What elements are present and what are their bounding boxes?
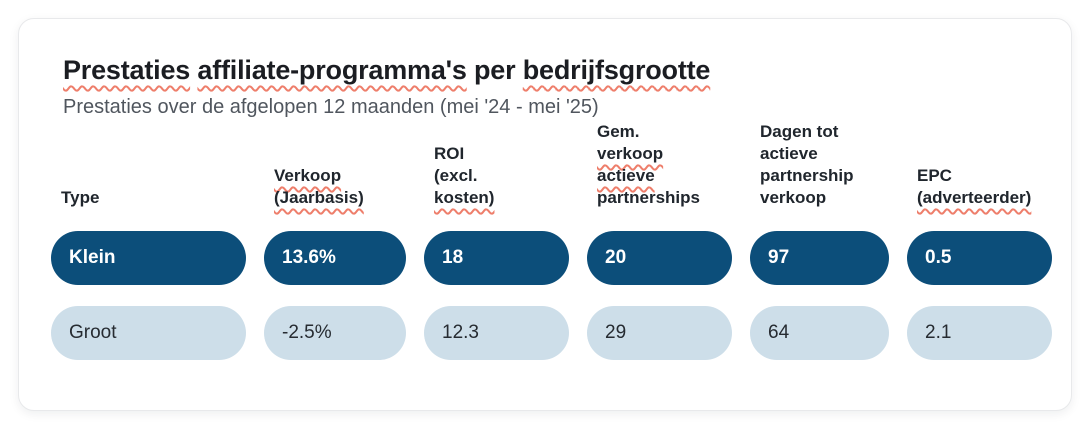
header-line: actieve <box>760 144 818 163</box>
header-line: kosten) <box>434 188 495 207</box>
title-word: per <box>474 55 516 85</box>
header-line: (adverteerder) <box>917 188 1032 207</box>
cell-pill-verkoop: 13.6% <box>264 231 406 285</box>
cell-pill-dagen: 64 <box>750 306 889 360</box>
header-line: partnerships <box>597 188 700 207</box>
header-line: actieve <box>597 166 655 185</box>
column-header-verkoop-jaarbasis: Verkoop (Jaarbasis) <box>264 165 406 213</box>
header-line: verkoop <box>597 144 664 163</box>
table-row-groot: Groot -2.5% 12.3 29 64 2.1 <box>51 306 1052 360</box>
header-line: Type <box>61 188 100 207</box>
page-title: Prestaties affiliate-programma's per bed… <box>63 55 710 86</box>
header-line: verkoop <box>760 188 827 207</box>
title-word: affiliate-programma's <box>197 55 467 85</box>
column-header-gem-verkoop-actieve-partnerships: Gem. verkoop actieve partnerships <box>587 121 732 213</box>
column-header-epc-adverteerder: EPC (adverteerder) <box>907 165 1052 213</box>
header-line: EPC <box>917 166 952 185</box>
cell-pill-type: Groot <box>51 306 246 360</box>
column-header-type: Type <box>51 187 246 213</box>
header-line: (Jaarbasis) <box>274 188 364 207</box>
affiliate-performance-card: Prestaties affiliate-programma's per bed… <box>18 18 1072 411</box>
header-line: Verkoop <box>274 166 342 185</box>
column-header-dagen-tot-actieve-partnership-verkoop: Dagen tot actieve partnership verkoop <box>750 121 889 213</box>
table-row-klein: Klein 13.6% 18 20 97 0.5 <box>51 231 1052 285</box>
header-line: Gem. <box>597 122 640 141</box>
cell-pill-gem-verkoop: 29 <box>587 306 732 360</box>
cell-pill-verkoop: -2.5% <box>264 306 406 360</box>
cell-pill-gem-verkoop: 20 <box>587 231 732 285</box>
cell-pill-type: Klein <box>51 231 246 285</box>
column-header-roi-excl-kosten: ROI (excl. kosten) <box>424 143 569 213</box>
cell-pill-roi: 12.3 <box>424 306 569 360</box>
cell-pill-roi: 18 <box>424 231 569 285</box>
header-line: partnership <box>760 166 854 185</box>
title-word: bedrijfsgrootte <box>522 55 711 85</box>
cell-pill-dagen: 97 <box>750 231 889 285</box>
header-line: Dagen tot <box>760 122 839 141</box>
cell-pill-epc: 0.5 <box>907 231 1052 285</box>
header-line: ROI <box>434 144 465 163</box>
table-header-row: Type Verkoop (Jaarbasis) ROI (excl. kost… <box>51 119 1052 213</box>
title-word: Prestaties <box>63 55 191 85</box>
page-subtitle: Prestaties over de afgelopen 12 maanden … <box>63 96 599 118</box>
cell-pill-epc: 2.1 <box>907 306 1052 360</box>
header-line: (excl. <box>434 166 478 185</box>
